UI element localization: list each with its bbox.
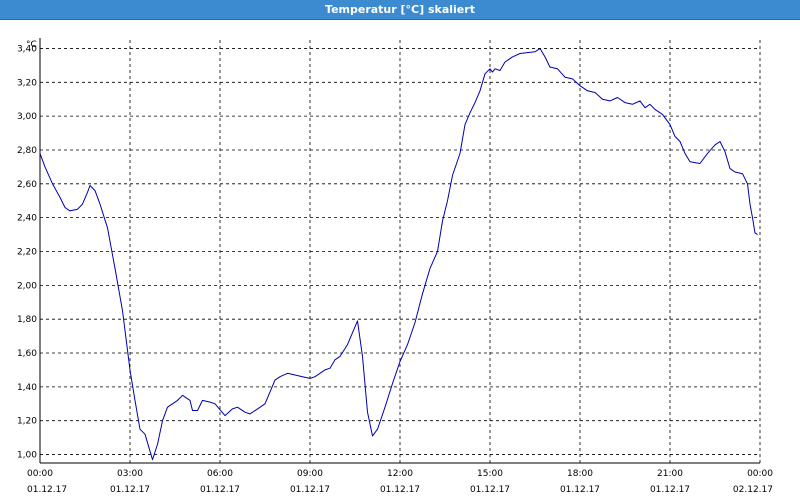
x-tick-date: 01.12.17 xyxy=(110,485,150,495)
temperature-series-line xyxy=(39,48,758,461)
x-tick-date: 01.12.17 xyxy=(27,485,67,495)
x-tick-time: 15:00 xyxy=(477,469,503,479)
y-tick-label: 2,40 xyxy=(17,214,37,224)
x-tick-time: 00:00 xyxy=(27,469,53,479)
x-tick-time: 00:00 xyxy=(747,469,773,479)
y-tick-label: 3,40 xyxy=(17,44,37,54)
y-tick-label: 2,20 xyxy=(17,248,37,258)
y-tick-label: 1,60 xyxy=(17,349,37,359)
x-tick-time: 18:00 xyxy=(567,469,593,479)
x-tick-time: 09:00 xyxy=(297,469,323,479)
chart-title: Temperatur [°C] skaliert xyxy=(0,0,800,20)
y-tick-label: 1,80 xyxy=(17,315,37,325)
y-unit-label: °C xyxy=(26,40,37,50)
x-tick-date: 01.12.17 xyxy=(200,485,240,495)
y-tick-label: 3,00 xyxy=(17,112,37,122)
y-tick-label: 1,00 xyxy=(17,451,37,461)
x-tick-date: 01.12.17 xyxy=(560,485,600,495)
x-tick-date: 01.12.17 xyxy=(380,485,420,495)
x-tick-date: 01.12.17 xyxy=(290,485,330,495)
x-tick-time: 03:00 xyxy=(117,469,143,479)
y-tick-label: 2,60 xyxy=(17,180,37,190)
x-tick-date: 01.12.17 xyxy=(470,485,510,495)
y-tick-label: 3,20 xyxy=(17,78,37,88)
y-tick-label: 2,80 xyxy=(17,146,37,156)
x-tick-time: 06:00 xyxy=(207,469,233,479)
y-tick-label: 1,40 xyxy=(17,383,37,393)
x-tick-date: 01.12.17 xyxy=(650,485,690,495)
y-tick-label: 2,00 xyxy=(17,281,37,291)
x-tick-time: 12:00 xyxy=(387,469,413,479)
x-tick-date: 02.12.17 xyxy=(733,485,773,495)
x-tick-time: 21:00 xyxy=(657,469,683,479)
y-tick-label: 1,20 xyxy=(17,417,37,427)
temperature-chart: 1,00 1,20 1,40 1,60 1,80 2,00 2,20 2,40 2,60 2,80… xyxy=(17,38,773,495)
